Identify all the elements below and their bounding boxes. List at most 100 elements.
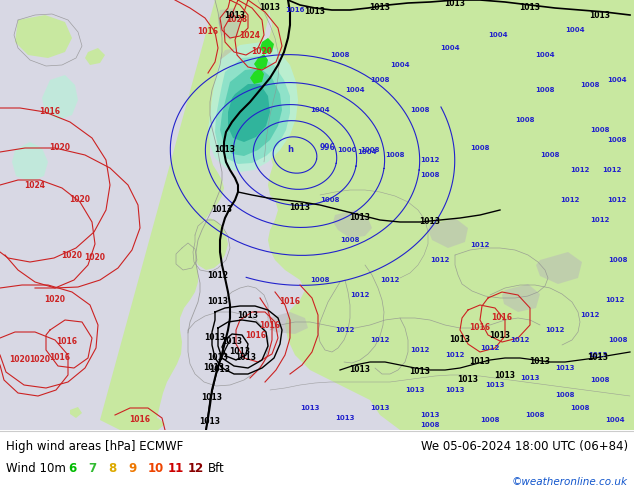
- Text: 1008: 1008: [515, 117, 534, 123]
- Text: 1004: 1004: [440, 45, 460, 51]
- Text: 1012: 1012: [580, 312, 600, 318]
- Polygon shape: [502, 284, 540, 312]
- Text: 1008: 1008: [470, 145, 489, 151]
- Text: 10: 10: [148, 462, 164, 474]
- Text: 1008: 1008: [360, 147, 380, 153]
- Text: 1012: 1012: [470, 242, 489, 248]
- Text: Wind 10m: Wind 10m: [6, 462, 66, 474]
- Text: 1000: 1000: [337, 147, 356, 153]
- Text: 1013: 1013: [495, 370, 515, 379]
- Text: 1013: 1013: [405, 387, 425, 393]
- Text: 1012: 1012: [445, 352, 465, 358]
- Polygon shape: [254, 54, 268, 70]
- Text: 1013: 1013: [588, 353, 609, 363]
- Polygon shape: [85, 48, 105, 65]
- Text: 1020: 1020: [84, 253, 105, 263]
- Text: ©weatheronline.co.uk: ©weatheronline.co.uk: [512, 477, 628, 487]
- Polygon shape: [12, 142, 48, 182]
- Polygon shape: [194, 218, 228, 270]
- Polygon shape: [228, 84, 270, 142]
- Text: 1008: 1008: [310, 277, 330, 283]
- Polygon shape: [333, 210, 372, 238]
- Text: 1020: 1020: [61, 250, 82, 260]
- Text: 1013: 1013: [349, 366, 370, 374]
- Text: 1008: 1008: [330, 52, 350, 58]
- Text: 1013: 1013: [214, 146, 235, 154]
- Polygon shape: [260, 38, 274, 54]
- Text: 1008: 1008: [385, 152, 404, 158]
- Text: 1012: 1012: [571, 167, 590, 173]
- Polygon shape: [260, 0, 634, 430]
- Text: 1013: 1013: [450, 336, 470, 344]
- Text: 1012: 1012: [335, 327, 354, 333]
- Text: 1008: 1008: [535, 87, 555, 93]
- Text: 1012: 1012: [380, 277, 399, 283]
- Text: 1013: 1013: [485, 382, 505, 388]
- Text: 1012: 1012: [602, 167, 622, 173]
- Text: 1008: 1008: [420, 422, 440, 428]
- Text: 1016: 1016: [245, 330, 266, 340]
- Text: 1013: 1013: [207, 353, 228, 363]
- Text: 1016: 1016: [49, 353, 70, 363]
- Text: 1024: 1024: [240, 30, 261, 40]
- Text: 1013: 1013: [212, 205, 233, 215]
- Text: 1013: 1013: [370, 3, 391, 13]
- Text: We 05-06-2024 18:00 UTC (06+84): We 05-06-2024 18:00 UTC (06+84): [421, 440, 628, 452]
- Text: 1008: 1008: [480, 417, 500, 423]
- Polygon shape: [148, 418, 165, 430]
- Text: 1013: 1013: [221, 338, 242, 346]
- Text: 1008: 1008: [340, 237, 359, 243]
- Text: 1013: 1013: [200, 417, 221, 426]
- Text: 1020: 1020: [252, 48, 273, 56]
- Text: 1013: 1013: [301, 405, 320, 411]
- Text: 1008: 1008: [320, 197, 340, 203]
- Text: 1013: 1013: [349, 214, 370, 222]
- Text: Bft: Bft: [208, 462, 224, 474]
- Text: 1020: 1020: [70, 196, 91, 204]
- Text: 1013: 1013: [470, 358, 491, 367]
- Text: 1016: 1016: [56, 338, 77, 346]
- Text: 12: 12: [188, 462, 204, 474]
- Text: 1008: 1008: [608, 257, 628, 263]
- Text: 1008: 1008: [410, 107, 430, 113]
- Text: 1013: 1013: [259, 3, 280, 13]
- Text: 1004: 1004: [390, 62, 410, 68]
- Text: 1013: 1013: [458, 375, 479, 385]
- Text: 11: 11: [168, 462, 184, 474]
- Text: 1013: 1013: [230, 347, 250, 357]
- Text: 1012: 1012: [430, 257, 450, 263]
- Polygon shape: [215, 56, 290, 164]
- Text: 1004: 1004: [565, 27, 585, 33]
- Text: 1012: 1012: [420, 157, 439, 163]
- Text: 1013: 1013: [489, 330, 510, 340]
- Text: 9: 9: [128, 462, 136, 474]
- Text: 1016: 1016: [39, 107, 60, 117]
- Text: 1013: 1013: [202, 393, 223, 402]
- Text: 1012: 1012: [351, 292, 370, 298]
- Text: 1004: 1004: [535, 52, 555, 58]
- Text: 1012: 1012: [370, 337, 390, 343]
- Text: 1016: 1016: [491, 314, 512, 322]
- Text: 1013: 1013: [521, 375, 540, 381]
- Text: 1013: 1013: [529, 358, 550, 367]
- Text: 1004: 1004: [607, 77, 627, 83]
- Text: 1008: 1008: [590, 377, 610, 383]
- Text: 1008: 1008: [525, 412, 545, 418]
- Text: 1013: 1013: [238, 311, 259, 319]
- Text: 1004: 1004: [310, 107, 330, 113]
- Text: 1013: 1013: [205, 334, 226, 343]
- Text: 1008: 1008: [590, 127, 610, 133]
- Text: 1013: 1013: [588, 352, 608, 358]
- Text: 6: 6: [68, 462, 76, 474]
- Text: 1013: 1013: [444, 0, 465, 7]
- Text: 1004: 1004: [488, 32, 508, 38]
- Text: 1004: 1004: [605, 417, 625, 423]
- Text: 1008: 1008: [580, 82, 600, 88]
- Text: 1016: 1016: [285, 7, 305, 13]
- Text: High wind areas [hPa] ECMWF: High wind areas [hPa] ECMWF: [6, 440, 183, 452]
- Text: 1008: 1008: [607, 137, 627, 143]
- Text: 1016: 1016: [129, 416, 150, 424]
- Text: 1013: 1013: [370, 405, 390, 411]
- Text: h: h: [287, 146, 293, 154]
- Text: 1013: 1013: [555, 365, 575, 371]
